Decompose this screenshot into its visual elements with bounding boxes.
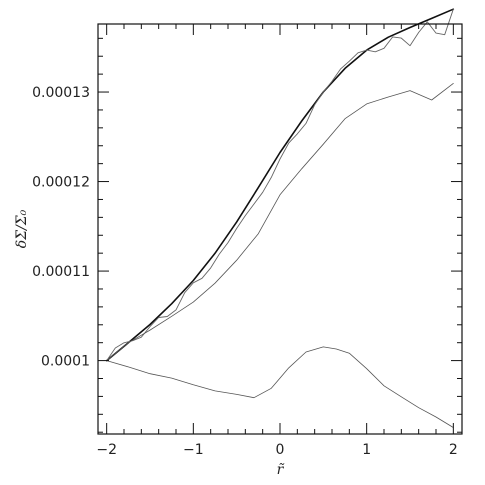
y-tick-label: 0.00011: [32, 264, 90, 280]
series-layer: [105, 8, 455, 428]
y-tick-label: 0.00012: [32, 175, 90, 191]
x-tick-label: 0: [276, 442, 285, 458]
y-axis-label: δΣ/Σ₀: [14, 209, 30, 248]
series-line-2: [106, 8, 454, 362]
ticks-layer: −2 −1 0 1 2 0.0001 0.00011 0.00012 0.00013: [32, 24, 462, 458]
x-tick-label: 1: [362, 442, 371, 458]
y-tick-label: 0.0001: [41, 354, 90, 370]
x-tick-label: 2: [449, 442, 458, 458]
series-line-1: [105, 8, 455, 362]
series-line-3: [106, 83, 454, 362]
x-tick-label: −2: [96, 442, 117, 458]
x-axis-label: r̃: [277, 462, 285, 478]
series-line-4: [106, 346, 454, 428]
y-tick-label: 0.00013: [32, 85, 90, 101]
plot-frame: [97, 23, 463, 435]
x-tick-label: −1: [183, 442, 204, 458]
